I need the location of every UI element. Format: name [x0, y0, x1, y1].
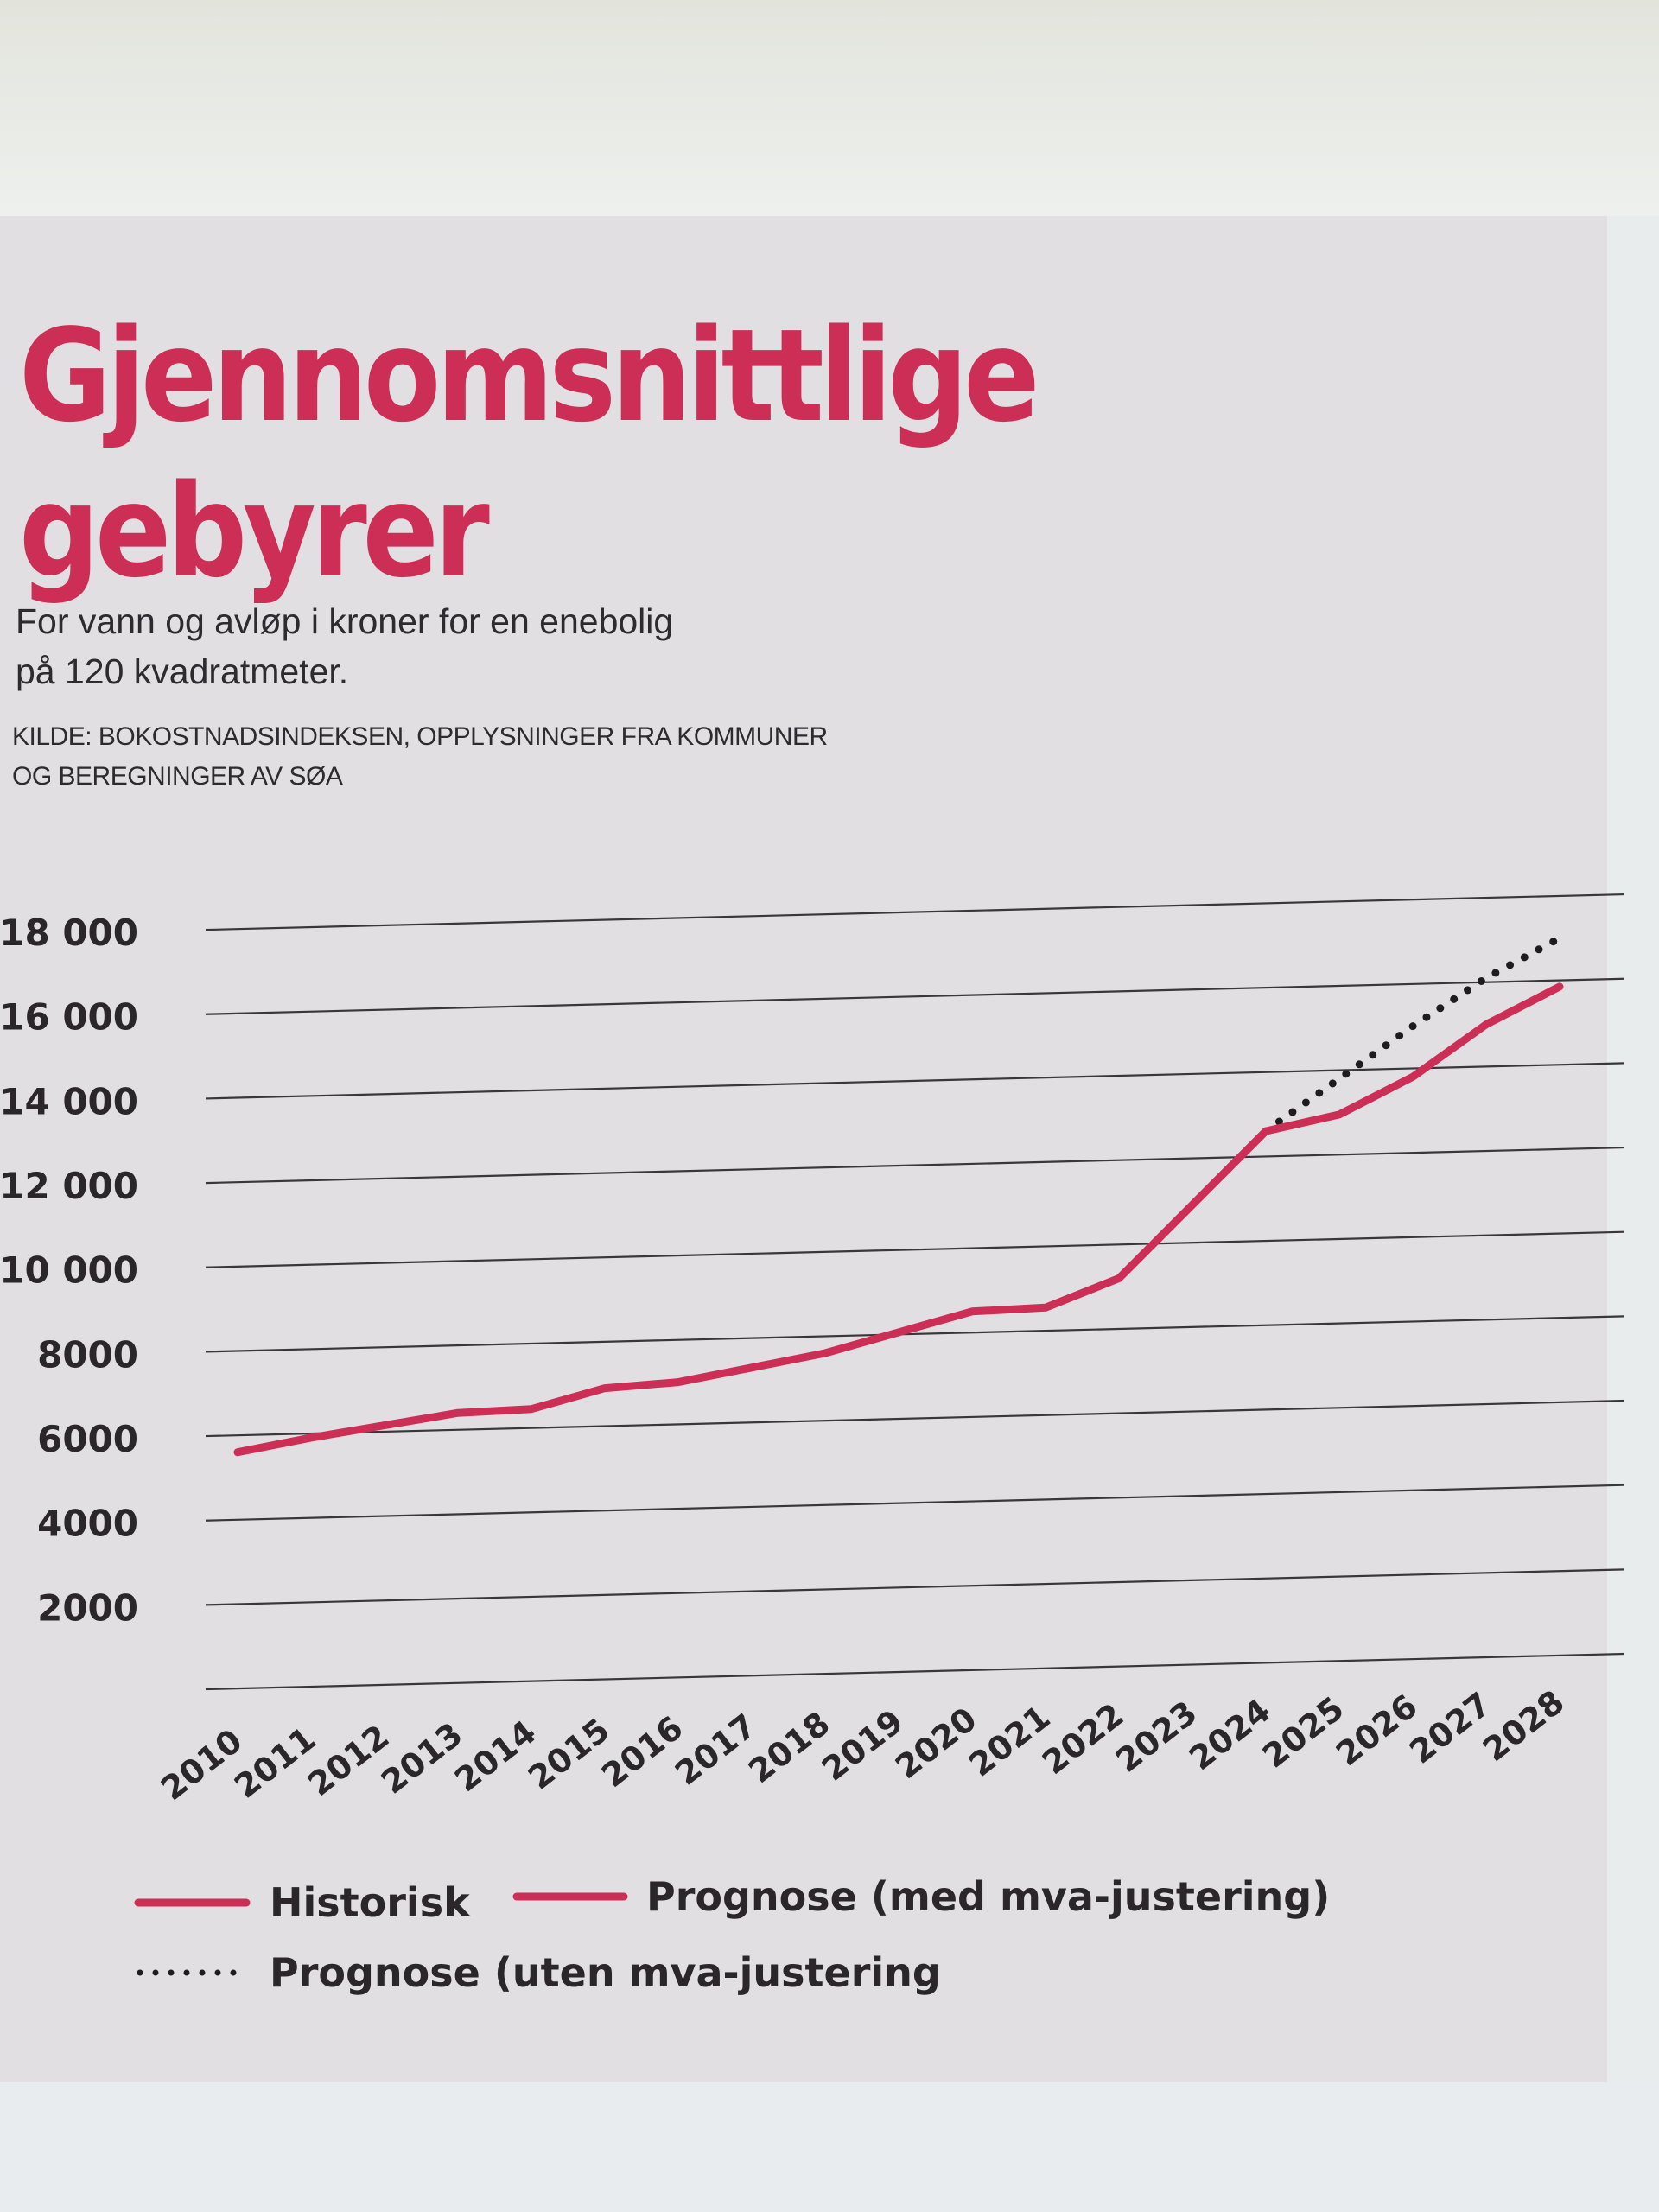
- x-tick-label: 2028: [1476, 1682, 1571, 1769]
- x-tick-label: 2025: [1255, 1689, 1351, 1776]
- legend-label: Prognose (uten mva-justering: [270, 1949, 941, 1996]
- x-tick-label: 2015: [521, 1711, 616, 1797]
- chart-title: Gjennomsnittlige gebyrer: [19, 302, 1040, 606]
- grid-line: [205, 977, 1625, 1015]
- chart-subtitle: For vann og avløp i kroner for en enebol…: [16, 601, 674, 691]
- grid-line: [205, 1484, 1625, 1522]
- chart-source: KILDE: BOKOSTNADSINDEKSEN, OPPLYSNINGER …: [12, 722, 828, 791]
- x-tick-label: 2022: [1035, 1695, 1130, 1782]
- legend-label: Historisk: [270, 1879, 471, 1926]
- x-tick-label: 2020: [888, 1700, 983, 1786]
- y-axis-ticks: 18 000 16 000 14 000 12 000 10 000 8000 6000 40…: [0, 912, 138, 1629]
- y-tick-label: 10 000: [0, 1249, 138, 1292]
- x-tick-label: 2018: [741, 1704, 836, 1790]
- x-tick-label: 2013: [374, 1715, 469, 1802]
- y-tick-label: 14 000: [0, 1080, 138, 1122]
- series-line-historisk: [233, 1127, 1270, 1457]
- series-line-prognose-med-mva-justering: [1262, 982, 1564, 1135]
- y-tick-label: 6000: [37, 1418, 138, 1460]
- x-tick-label: 2014: [448, 1713, 543, 1799]
- y-tick-label: 8000: [37, 1333, 138, 1376]
- grid-line: [205, 1315, 1625, 1353]
- series-line-prognose-uten-mva-justering: [1262, 934, 1564, 1135]
- x-tick-label: 2017: [668, 1707, 763, 1793]
- x-tick-label: 2027: [1402, 1685, 1497, 1771]
- grid-lines: [205, 893, 1625, 1691]
- grid-line: [205, 1399, 1625, 1438]
- grid-line: [205, 1230, 1625, 1268]
- y-tick-label: 2000: [37, 1586, 138, 1629]
- grid-line: [205, 1568, 1625, 1606]
- y-tick-label: 12 000: [0, 1165, 138, 1207]
- y-tick-label: 16 000: [0, 996, 138, 1039]
- chart-panel: [0, 216, 1607, 2082]
- grid-line: [205, 1062, 1625, 1100]
- legend: Historisk Prognose (med mva-justering) Pro…: [134, 1873, 1330, 1996]
- series-lines: [233, 934, 1564, 1457]
- x-tick-label: 2023: [1109, 1694, 1204, 1780]
- grid-line: [205, 1146, 1625, 1185]
- grid-line: [205, 1652, 1625, 1691]
- y-tick-label: 18 000: [0, 912, 138, 954]
- y-tick-label: 4000: [37, 1503, 138, 1545]
- page-background-top: [0, 0, 1659, 216]
- x-tick-label: 2016: [594, 1708, 690, 1795]
- x-tick-label: 2026: [1329, 1687, 1424, 1773]
- legend-label: Prognose (med mva-justering): [646, 1873, 1330, 1920]
- line-chart: 18 000 16 000 14 000 12 000 10 000 8000 6000 40…: [0, 893, 1625, 1996]
- x-axis-ticks: 2010201120122013201420152016201720182019…: [154, 1682, 1571, 1808]
- x-tick-label: 2021: [962, 1698, 1057, 1784]
- x-tick-label: 2011: [227, 1719, 322, 1806]
- x-tick-label: 2019: [815, 1702, 910, 1789]
- x-tick-label: 2012: [301, 1717, 396, 1803]
- page-background-bottom: [0, 2082, 1659, 2212]
- x-tick-label: 2010: [154, 1721, 249, 1808]
- x-tick-label: 2024: [1182, 1691, 1277, 1777]
- grid-line: [205, 893, 1625, 931]
